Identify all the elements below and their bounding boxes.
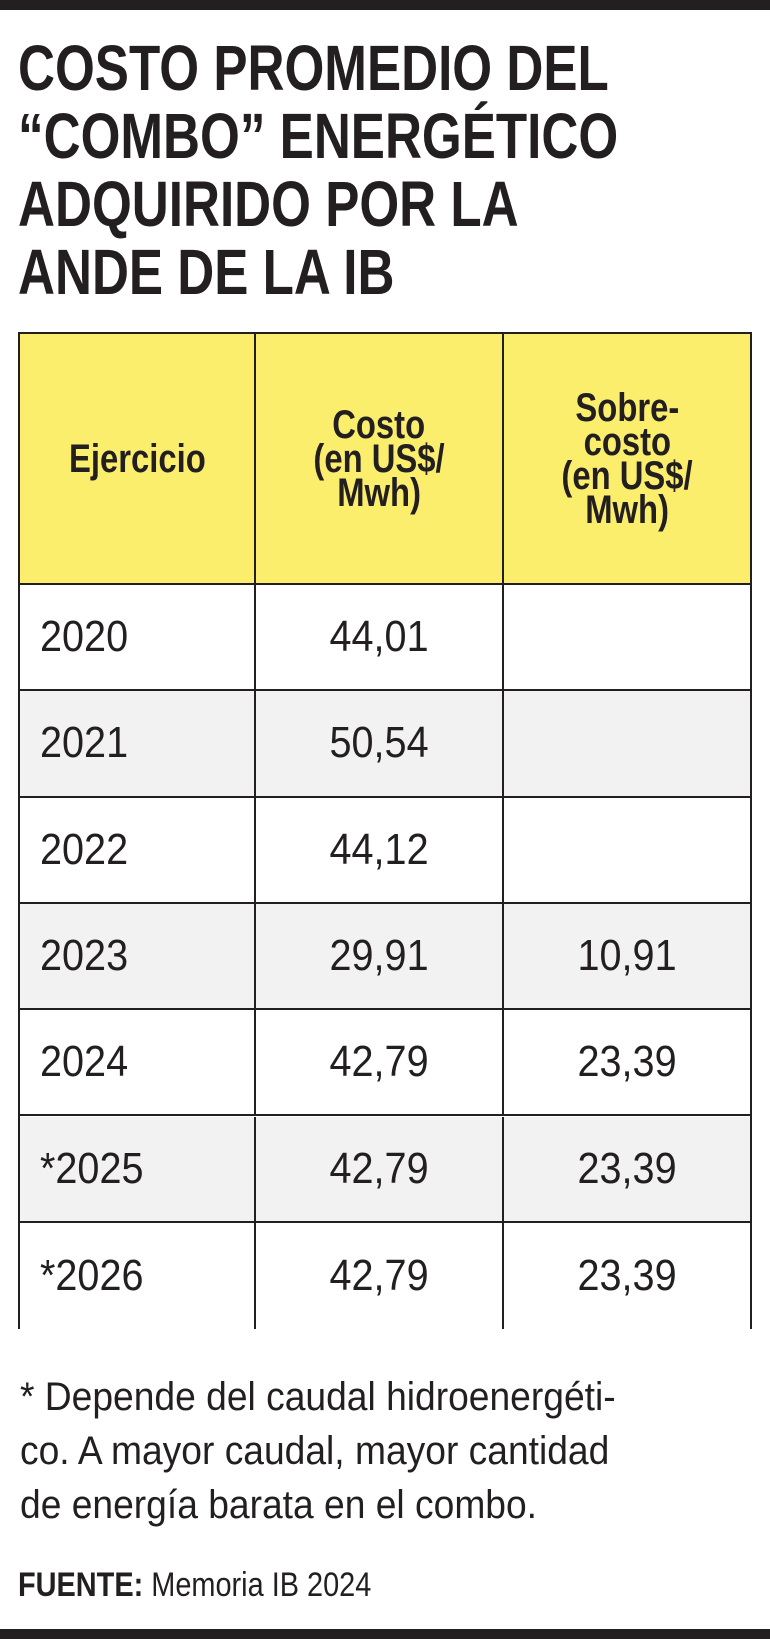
table-cell: 42,79 <box>256 1222 504 1330</box>
year: 2021 <box>40 718 129 768</box>
table: Ejercicio Costo (en US$/Mwh) Sobre-costo (en… <box>18 332 752 1330</box>
year: 2020 <box>40 612 129 662</box>
table-cell: 10,91 <box>504 903 750 1011</box>
table-cell: 2024 <box>20 1010 256 1117</box>
table-cell: 44,12 <box>256 797 504 904</box>
table-cell: 23,39 <box>504 1116 750 1223</box>
header-line: Mwh) <box>337 470 421 515</box>
header-cell: Costo (en US$/Mwh) <box>256 334 504 585</box>
table-cell <box>504 585 750 692</box>
table-cell: 2021 <box>20 691 256 798</box>
year: 2022 <box>40 824 129 874</box>
footnote-line: co. A mayor caudal, mayor cantidad <box>20 1429 610 1473</box>
year: 2024 <box>40 1037 129 1087</box>
table-cell: 2022 <box>20 797 256 904</box>
cost-value: 50,54 <box>329 718 429 768</box>
cost-value: 23,39 <box>577 1250 677 1300</box>
table-cell <box>504 691 750 798</box>
table-cell: 2023 <box>20 903 256 1011</box>
source-label: FUENTE: <box>18 1566 144 1604</box>
footnote: * Depende del caudal hidroenergéti-co. A… <box>20 1370 660 1532</box>
table-cell: *2025 <box>20 1116 256 1223</box>
source-text: Memoria IB 2024 <box>151 1566 372 1604</box>
table-cell: 23,39 <box>504 1222 750 1330</box>
cost-value: 23,39 <box>577 1143 677 1193</box>
header-line: Mwh) <box>585 487 669 532</box>
cost-value: 29,91 <box>329 931 429 981</box>
bottom-rule <box>0 1629 770 1639</box>
cost-value: 44,01 <box>329 612 429 662</box>
cost-value: 23,39 <box>577 1037 677 1087</box>
header-line: Ejercicio <box>68 436 206 481</box>
header-line: Costo <box>332 402 426 447</box>
header-line: (en US$/ <box>313 436 445 481</box>
title-line: COSTO PROMEDIO DEL <box>18 32 609 104</box>
cost-value: 42,79 <box>329 1250 429 1300</box>
table-cell: 44,01 <box>256 585 504 692</box>
footnote-line: * Depende del caudal hidroenergéti- <box>20 1375 616 1419</box>
cost-value: 10,91 <box>577 931 677 981</box>
footnote-line: de energía barata en el combo. <box>20 1483 538 1527</box>
table-cell <box>504 797 750 904</box>
table-cell: *2026 <box>20 1222 256 1330</box>
header-line: (en US$/ <box>561 453 693 498</box>
title-line: ADQUIRIDO POR LA <box>18 168 519 240</box>
table-cell: 42,79 <box>256 1116 504 1223</box>
header-line: Sobre- <box>575 385 679 430</box>
top-rule <box>0 0 770 10</box>
cost-value: 44,12 <box>329 824 429 874</box>
header-cell: Ejercicio <box>20 334 256 585</box>
header-line: costo <box>583 419 671 464</box>
table-cell: 42,79 <box>256 1010 504 1117</box>
table-cell: 23,39 <box>504 1010 750 1117</box>
year: *2025 <box>40 1143 144 1193</box>
table-cell: 2020 <box>20 585 256 692</box>
table-cell: 50,54 <box>256 691 504 798</box>
title: COSTO PROMEDIO DEL “COMBO” ENERGÉTICO ADQU… <box>18 34 768 306</box>
year: *2026 <box>40 1250 144 1300</box>
cost-value: 42,79 <box>329 1143 429 1193</box>
table-cell: 29,91 <box>256 903 504 1011</box>
cost-value: 42,79 <box>329 1037 429 1087</box>
source: FUENTE: Memoria IB 2024 <box>18 1566 371 1605</box>
title-line: “COMBO” ENERGÉTICO <box>18 100 619 172</box>
header-cell: Sobre-costo (en US$/Mwh) <box>504 334 750 585</box>
title-line: ANDE DE LA IB <box>18 236 395 308</box>
year: 2023 <box>40 931 129 981</box>
